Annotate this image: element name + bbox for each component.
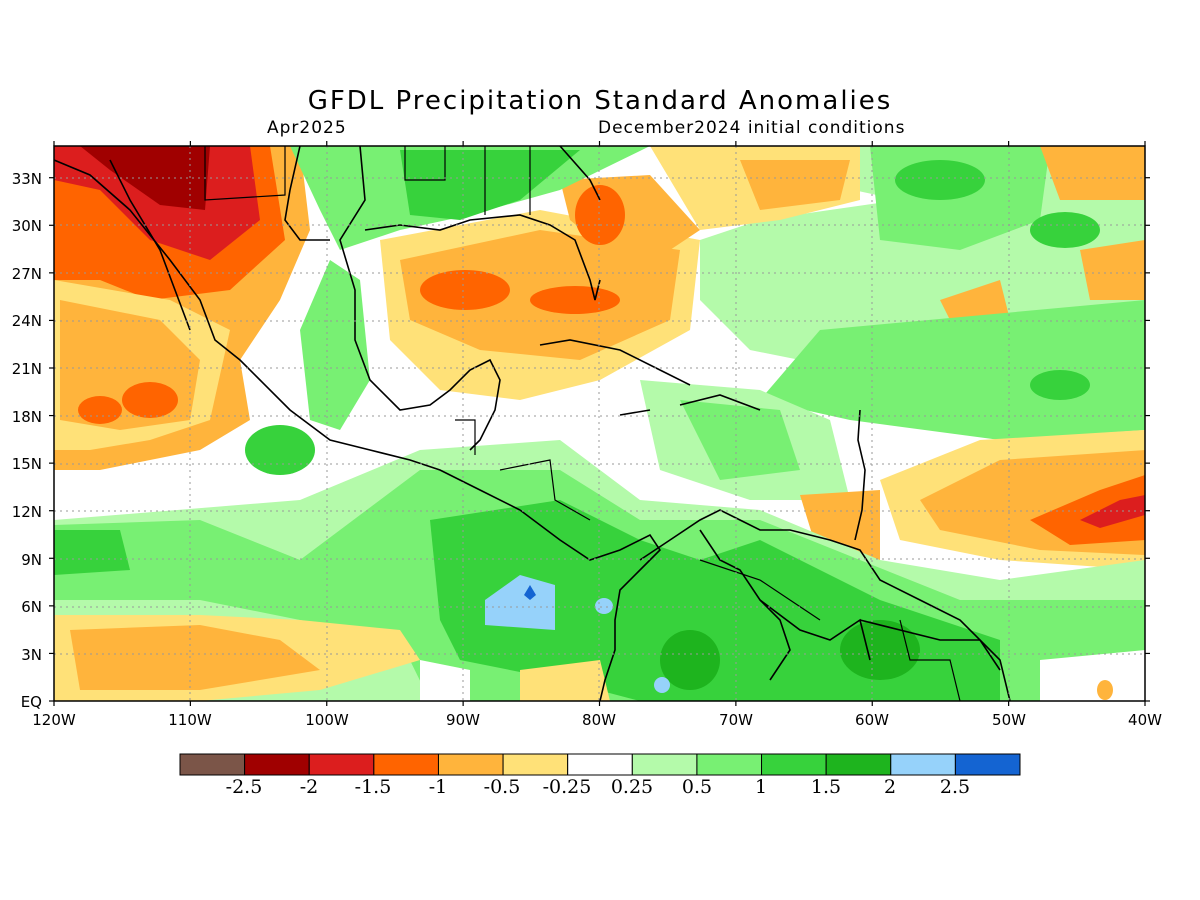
lon-label: 60W — [855, 711, 889, 729]
colorbar-label: -2 — [300, 776, 319, 798]
colorbar-swatch — [244, 753, 310, 776]
colorbar-swatch — [631, 753, 698, 776]
lat-label: 3N — [21, 646, 42, 664]
political-borders — [204, 146, 961, 701]
lon-label: 40W — [1128, 711, 1162, 729]
lat-label: 21N — [12, 360, 42, 378]
lon-label: 120W — [32, 711, 76, 729]
colorbar-labels: -2.5 -2 -1.5 -1 -0.5 -0.25 0.25 0.5 1 1.… — [226, 776, 970, 798]
valid-month-label: Apr2025 — [267, 118, 347, 138]
colorbar — [179, 753, 1021, 776]
lat-label: EQ — [21, 693, 42, 711]
lat-label: 18N — [12, 408, 42, 426]
colorbar-swatch — [696, 753, 763, 776]
lat-label: 15N — [12, 455, 42, 473]
colorbar-swatch — [825, 753, 892, 776]
colorbar-swatch — [761, 753, 827, 776]
colorbar-label: -1 — [429, 776, 448, 798]
gridlines — [54, 146, 1145, 701]
lon-label: 50W — [992, 711, 1026, 729]
colorbar-swatch — [373, 753, 439, 776]
lat-label: 9N — [21, 551, 42, 569]
lon-label: 70W — [719, 711, 753, 729]
colorbar-swatch — [502, 753, 569, 776]
init-conditions-label: December2024 initial conditions — [598, 118, 906, 138]
lat-label: 30N — [12, 217, 42, 235]
lat-label: 33N — [12, 170, 42, 188]
lat-axis: EQ 3N 6N 9N 12N 15N 18N 21N 24N 27N 30N … — [12, 170, 42, 711]
lat-label: 6N — [21, 598, 42, 616]
colorbar-label: -0.25 — [543, 776, 592, 798]
lat-label: 24N — [12, 312, 42, 330]
lon-label: 110W — [168, 711, 212, 729]
colorbar-swatch — [890, 753, 956, 776]
colorbar-swatch — [308, 753, 375, 776]
lat-label: 27N — [12, 265, 42, 283]
map-title: GFDL Precipitation Standard Anomalies — [307, 86, 893, 116]
colorbar-label: 2 — [884, 776, 896, 798]
colorbar-swatch — [437, 753, 504, 776]
colorbar-label: -0.5 — [484, 776, 521, 798]
lon-label: 90W — [446, 711, 480, 729]
colorbar-label: 0.5 — [682, 776, 712, 798]
colorbar-swatch — [567, 753, 633, 776]
colorbar-label: 1.5 — [811, 776, 841, 798]
colorbar-label: 1 — [755, 776, 767, 798]
lat-label: 12N — [12, 503, 42, 521]
colorbar-label: 2.5 — [940, 776, 970, 798]
colorbar-label: -1.5 — [355, 776, 392, 798]
axis-ticks — [49, 141, 1150, 706]
colorbar-label: 0.25 — [611, 776, 653, 798]
colorbar-swatch — [954, 753, 1021, 776]
anomaly-field — [54, 146, 1145, 701]
lon-axis: 120W 110W 100W 90W 80W 70W 60W 50W 40W — [32, 711, 1162, 729]
coastlines — [54, 146, 1011, 701]
colorbar-swatch — [179, 753, 246, 776]
colorbar-label: -2.5 — [226, 776, 263, 798]
lon-label: 100W — [305, 711, 349, 729]
lon-label: 80W — [582, 711, 616, 729]
